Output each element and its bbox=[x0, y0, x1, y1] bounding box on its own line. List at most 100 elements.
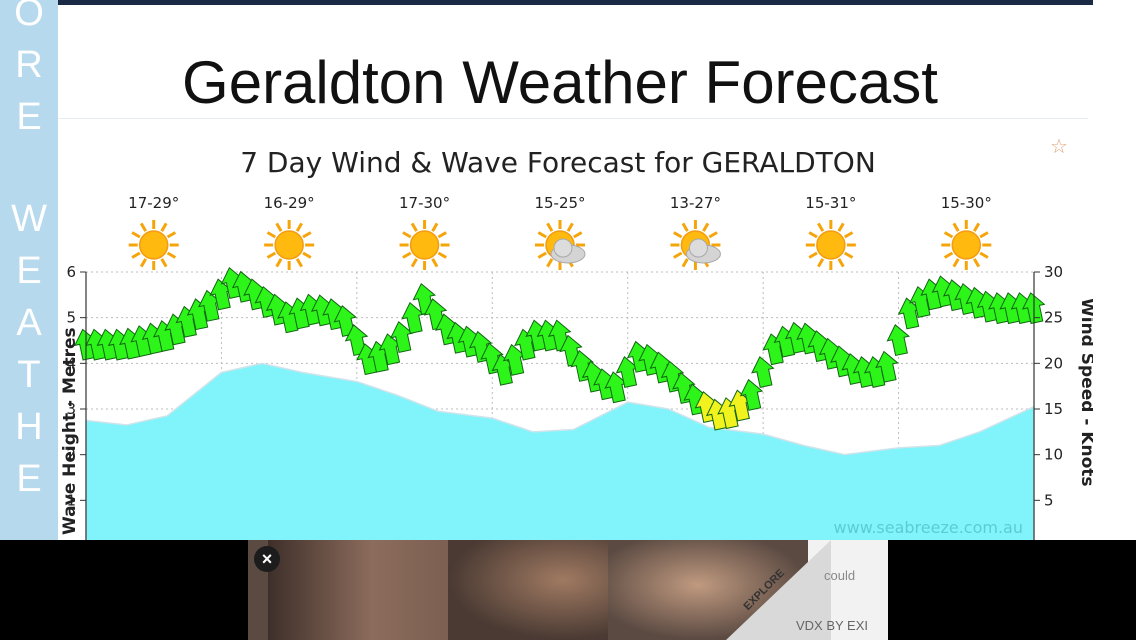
sun-ray bbox=[131, 231, 141, 239]
sun-ray bbox=[673, 251, 683, 259]
sun-ray bbox=[266, 231, 277, 239]
sun-ray bbox=[431, 222, 439, 232]
watermark-text: www.seabreeze.com.au bbox=[834, 518, 1023, 537]
close-ad-button[interactable]: × bbox=[254, 546, 280, 572]
sun-ray bbox=[266, 251, 277, 259]
wind-arrow-icon bbox=[502, 343, 527, 376]
sun-ray bbox=[437, 231, 447, 239]
y-tick-label-left: 5 bbox=[66, 309, 76, 327]
sidebar-letter: E bbox=[16, 96, 42, 138]
wind-arrow-icon bbox=[198, 289, 222, 322]
sun-ray bbox=[437, 251, 447, 259]
wind-arrow-icon bbox=[886, 324, 911, 357]
sun-ray bbox=[546, 258, 554, 268]
ad-brand: could bbox=[824, 568, 856, 583]
video-ad[interactable]: EXPLORE could VDX BY EXI × bbox=[248, 540, 888, 640]
sunny-icon bbox=[399, 220, 450, 270]
chart-title: 7 Day Wind & Wave Forecast for GERALDTON bbox=[240, 146, 876, 179]
sun-ray bbox=[837, 222, 845, 232]
partly-cloudy-icon bbox=[535, 220, 586, 270]
sun-ray bbox=[139, 258, 148, 268]
sun-ray bbox=[275, 258, 283, 268]
wind-arrow-icon bbox=[378, 333, 403, 366]
sun-ray bbox=[952, 258, 960, 268]
wind-arrow-shape bbox=[198, 289, 222, 322]
wind-arrow-icon bbox=[875, 350, 899, 383]
day-temp-label: 17-29° bbox=[128, 194, 179, 212]
wind-arrow-icon bbox=[604, 371, 628, 404]
sun-ray bbox=[702, 222, 710, 232]
sidebar-letter: O bbox=[14, 0, 44, 34]
sun-ray bbox=[573, 231, 583, 239]
sun-ray bbox=[160, 222, 168, 232]
sun-ray bbox=[295, 258, 303, 268]
sunny-icon bbox=[264, 220, 315, 270]
wind-arrow-icon bbox=[739, 378, 764, 411]
title-divider bbox=[58, 118, 1088, 119]
y-tick-label-left: 1 bbox=[66, 491, 76, 509]
wind-arrow-shape bbox=[209, 278, 233, 311]
wind-arrow-icon bbox=[615, 356, 640, 389]
wind-arrow-icon bbox=[751, 356, 775, 389]
sun-ray bbox=[402, 231, 412, 239]
sunny-icon bbox=[941, 220, 992, 270]
sun-ray bbox=[673, 231, 683, 239]
wind-arrow-icon bbox=[728, 389, 753, 422]
day-temp-label: 16-29° bbox=[264, 194, 315, 212]
y-tick-label-left: 3 bbox=[66, 400, 76, 418]
wind-arrow-shape bbox=[615, 356, 640, 389]
wind-arrow-shape bbox=[886, 324, 911, 357]
sun-ray bbox=[410, 258, 418, 268]
sidebar-letter: W bbox=[11, 198, 47, 240]
sun-ray bbox=[817, 222, 825, 232]
sun-ray bbox=[681, 258, 689, 268]
sun-ray bbox=[275, 222, 283, 232]
sun-ray bbox=[295, 222, 303, 232]
y-tick-label-left: 2 bbox=[66, 446, 76, 464]
sun-ray bbox=[817, 258, 825, 268]
wind-arrow-shape bbox=[728, 389, 753, 422]
sun-ray bbox=[537, 231, 547, 239]
sidebar-letter: E bbox=[16, 250, 42, 292]
day-temp-label: 13-27° bbox=[670, 194, 721, 212]
wind-arrow-icon bbox=[897, 297, 922, 330]
partly-cloudy-icon bbox=[670, 220, 721, 270]
bookmark-star-icon[interactable]: ☆ bbox=[1050, 136, 1068, 158]
day-temp-label: 15-25° bbox=[534, 194, 585, 212]
y-axis-right-label: Wind Speed - Knots bbox=[1077, 298, 1093, 487]
sun-disc bbox=[816, 230, 846, 260]
sun-ray bbox=[566, 222, 574, 232]
wind-arrow-shape bbox=[751, 356, 775, 389]
sun-ray bbox=[302, 251, 312, 259]
sun-ray bbox=[808, 251, 818, 259]
page-title: Geraldton Weather Forecast bbox=[182, 49, 938, 116]
sun-ray bbox=[708, 231, 718, 239]
day-temp-label: 15-30° bbox=[941, 194, 992, 212]
cloud-shape bbox=[553, 238, 573, 258]
sidebar-letter: H bbox=[15, 406, 43, 448]
y-tick-label-right: 20 bbox=[1044, 354, 1063, 372]
sun-disc bbox=[409, 230, 440, 260]
sun-ray bbox=[302, 231, 312, 239]
wind-arrow-shape bbox=[604, 371, 628, 404]
day-temp-label: 15-31° bbox=[805, 194, 856, 212]
sun-ray bbox=[979, 251, 989, 259]
sun-ray bbox=[972, 258, 981, 268]
sun-ray bbox=[139, 222, 148, 232]
sun-ray bbox=[160, 258, 168, 268]
y-tick-label-left: 6 bbox=[66, 263, 76, 281]
wave-height-area bbox=[85, 362, 1035, 540]
sun-ray bbox=[410, 222, 418, 232]
sun-ray bbox=[131, 251, 141, 259]
ad-footer-text: VDX BY EXI bbox=[796, 618, 869, 633]
sun-ray bbox=[537, 251, 547, 259]
chart-axes: 1 2 3 4 5 6 5 10 15 20 25 30 bbox=[66, 263, 1063, 540]
y-tick-label-right: 15 bbox=[1044, 400, 1063, 418]
wind-arrow-shape bbox=[401, 301, 425, 334]
sun-disc bbox=[138, 230, 169, 260]
sidebar-letter: A bbox=[16, 302, 42, 344]
sunny-icon bbox=[805, 220, 856, 270]
ad-side-panel bbox=[808, 540, 888, 640]
sun-ray bbox=[843, 251, 854, 259]
cloud-shape bbox=[688, 238, 708, 258]
